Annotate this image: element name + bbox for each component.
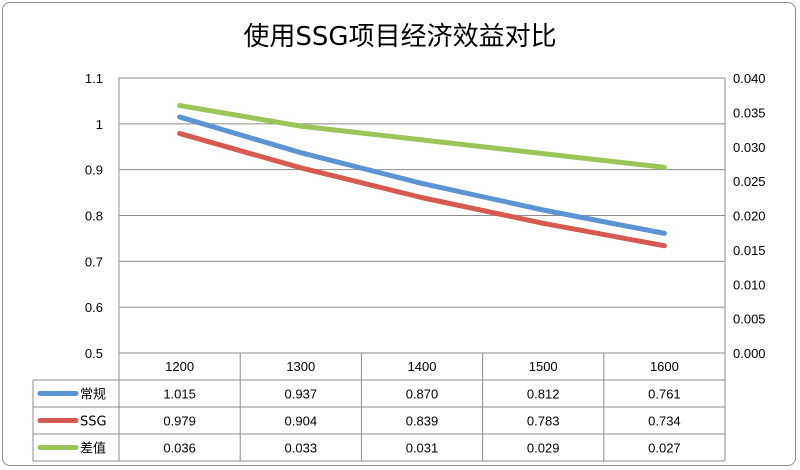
- legend-label: SSG: [80, 415, 107, 430]
- chart-title: 使用SSG项目经济效益对比: [243, 22, 556, 52]
- left-tick-label: 0.7: [85, 254, 103, 269]
- table-cell-value: 0.036: [163, 441, 196, 456]
- table-cell-value: 0.937: [285, 387, 318, 402]
- right-tick-label: 0.040: [733, 71, 766, 86]
- left-tick-label: 0.6: [85, 300, 103, 315]
- table-cell-value: 0.033: [285, 441, 318, 456]
- table-cell-value: 0.979: [163, 414, 196, 429]
- table-cell-value: 1.015: [163, 387, 196, 402]
- right-tick-label: 0.015: [733, 243, 766, 258]
- table-cell-value: 0.812: [527, 387, 560, 402]
- legend-label: 差值: [80, 441, 106, 457]
- series-lines: [177, 103, 667, 249]
- right-tick-label: 0.030: [733, 140, 766, 155]
- series-line: [177, 103, 667, 170]
- category-label: 1500: [529, 359, 558, 374]
- right-tick-label: 0.005: [733, 312, 766, 327]
- left-tick-label: 1: [96, 117, 103, 132]
- right-tick-label: 0.035: [733, 105, 766, 120]
- series-line: [177, 114, 667, 236]
- table-cell-value: 0.904: [285, 414, 318, 429]
- right-tick-label: 0.010: [733, 277, 766, 292]
- table-cell-value: 0.870: [406, 387, 439, 402]
- category-label: 1600: [650, 359, 679, 374]
- table-cell-value: 0.027: [648, 441, 681, 456]
- category-label: 1200: [165, 359, 194, 374]
- left-tick-label: 1.1: [85, 71, 103, 86]
- series-line: [177, 130, 667, 249]
- table-cell-value: 0.761: [648, 387, 681, 402]
- left-tick-label: 0.9: [85, 163, 103, 178]
- table-cell-value: 0.029: [527, 441, 560, 456]
- right-tick-label: 0.025: [733, 174, 766, 189]
- legend-label: 常规: [80, 388, 106, 403]
- left-axis-ticks: 0.5 0.6 0.7 0.8 0.9 1 1.1: [85, 71, 103, 361]
- data-table: 1200 1300 1400 1500 1600 常规 1.015 0.937 0.870 0.8…: [32, 353, 726, 462]
- table-cell-value: 0.783: [527, 414, 560, 429]
- table-cell-value: 0.031: [406, 441, 439, 456]
- right-axis-ticks: 0.000 0.005 0.010 0.015 0.020 0.025 0.030 0.035…: [733, 71, 766, 361]
- right-tick-label: 0.020: [733, 209, 766, 224]
- right-tick-label: 0.000: [733, 346, 766, 361]
- category-label: 1300: [286, 359, 315, 374]
- table-cell-value: 0.839: [406, 414, 439, 429]
- left-tick-label: 0.5: [85, 346, 103, 361]
- grid-lines: [118, 77, 726, 461]
- category-label: 1400: [408, 359, 437, 374]
- table-cell-value: 0.734: [648, 414, 681, 429]
- left-tick-label: 0.8: [85, 209, 103, 224]
